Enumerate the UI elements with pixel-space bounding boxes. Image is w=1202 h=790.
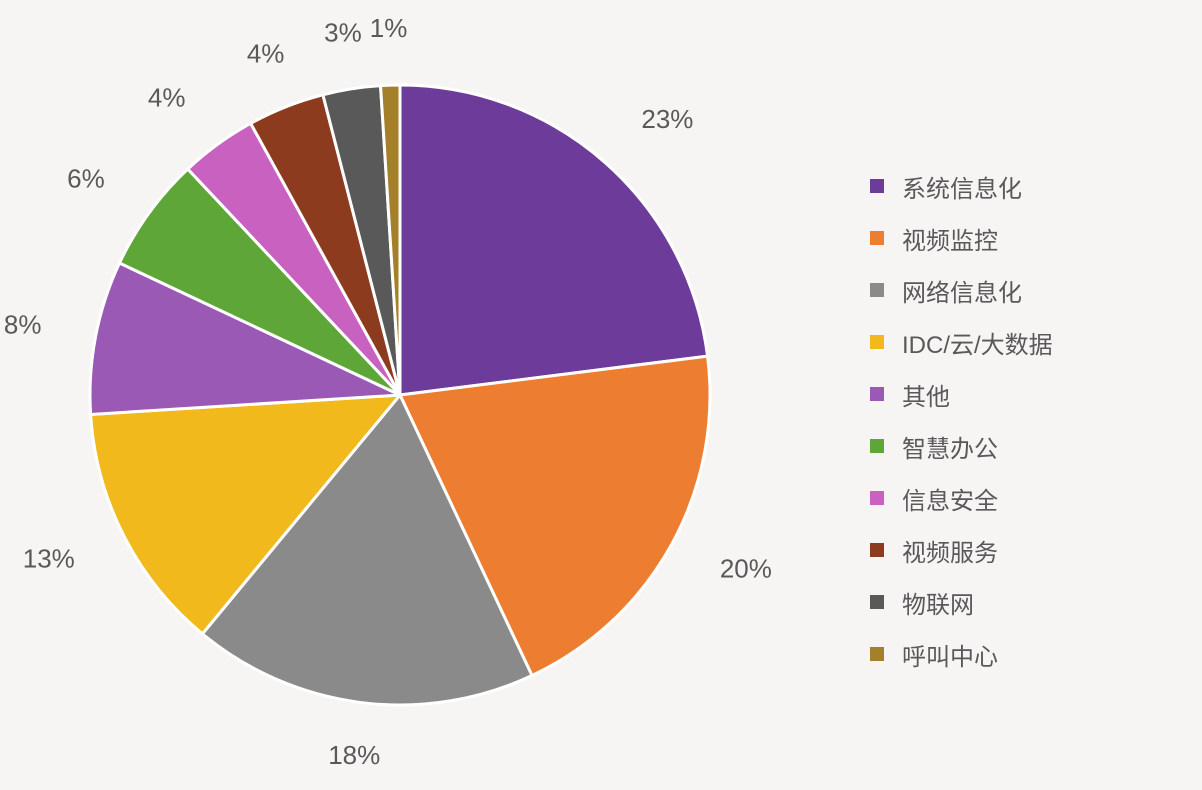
slice-label: 13% bbox=[23, 544, 75, 574]
chart-container: 23% 20% 18% 13% 8% 6% 4% 4% 3% 1% 系统信息化视频监控网络信息化 I… bbox=[0, 0, 1202, 790]
legend-swatch bbox=[870, 595, 884, 609]
slice-label: 1% bbox=[370, 13, 408, 43]
legend-item: 呼叫中心 bbox=[870, 628, 1053, 680]
legend-swatch bbox=[870, 335, 884, 349]
legend-item: IDC/云/大数据 bbox=[870, 316, 1053, 368]
legend-label: 系统信息化 bbox=[902, 169, 1022, 204]
legend-label: 其他 bbox=[902, 377, 950, 412]
slice-label: 18% bbox=[328, 740, 380, 770]
legend-item: 视频服务 bbox=[870, 524, 1053, 576]
legend-swatch bbox=[870, 387, 884, 401]
legend-item: 智慧办公 bbox=[870, 420, 1053, 472]
legend-label: 信息安全 bbox=[902, 481, 998, 516]
legend: 系统信息化视频监控网络信息化 IDC/云/大数据其他智慧办公信息安全视频服务物联网… bbox=[870, 160, 1053, 680]
legend-label: 物联网 bbox=[902, 585, 974, 620]
legend-label: 视频服务 bbox=[902, 533, 998, 568]
slice-label: 20% bbox=[720, 554, 772, 584]
legend-swatch bbox=[870, 283, 884, 297]
legend-item: 信息安全 bbox=[870, 472, 1053, 524]
slice-label: 3% bbox=[324, 17, 362, 47]
legend-label: 网络信息化 bbox=[902, 273, 1022, 308]
slice-label: 6% bbox=[67, 163, 105, 193]
legend-label: 呼叫中心 bbox=[902, 637, 998, 672]
legend-swatch bbox=[870, 439, 884, 453]
legend-label: 视频监控 bbox=[902, 221, 998, 256]
legend-swatch bbox=[870, 543, 884, 557]
legend-item: 物联网 bbox=[870, 576, 1053, 628]
slice-label: 4% bbox=[148, 83, 186, 113]
legend-label: 智慧办公 bbox=[902, 429, 998, 464]
legend-item: 网络信息化 bbox=[870, 264, 1053, 316]
legend-swatch bbox=[870, 491, 884, 505]
slice-label: 8% bbox=[4, 309, 42, 339]
legend-swatch bbox=[870, 231, 884, 245]
legend-item: 系统信息化 bbox=[870, 160, 1053, 212]
legend-swatch bbox=[870, 179, 884, 193]
legend-item: 视频监控 bbox=[870, 212, 1053, 264]
legend-item: 其他 bbox=[870, 368, 1053, 420]
slice-label: 4% bbox=[247, 39, 285, 69]
slice-label: 23% bbox=[641, 104, 693, 134]
legend-label: IDC/云/大数据 bbox=[902, 325, 1053, 360]
legend-swatch bbox=[870, 647, 884, 661]
